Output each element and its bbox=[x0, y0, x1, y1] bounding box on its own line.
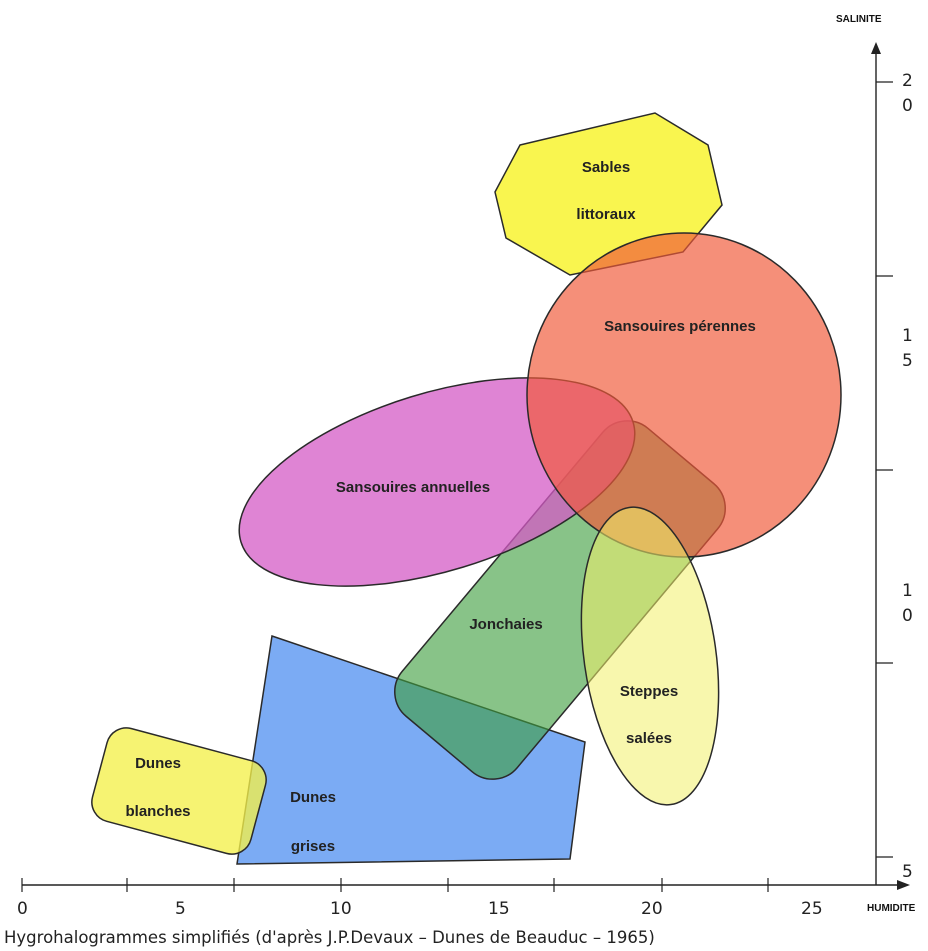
label-dunes-grises-line1: Dunes bbox=[290, 789, 336, 806]
x-axis-title: HUMIDITE bbox=[867, 903, 916, 914]
zones bbox=[91, 112, 842, 865]
x-tick-label-5: 5 bbox=[175, 899, 186, 919]
y-axis-title: SALINITE bbox=[836, 14, 882, 25]
label-sansouires-perennes: Sansouires pérennes bbox=[604, 318, 756, 335]
x-tick-label-10: 10 bbox=[330, 899, 352, 919]
label-dunes-blanches-line1: Dunes bbox=[135, 755, 181, 772]
y-axis-arrow-icon bbox=[871, 42, 881, 54]
y-tick-label-20-a: 2 bbox=[902, 71, 913, 91]
label-sansouires-annuelles: Sansouires annuelles bbox=[336, 479, 490, 496]
x-tick-label-0: 0 bbox=[17, 899, 28, 919]
y-tick-label-20-b: 0 bbox=[902, 96, 913, 116]
x-tick-label-20: 20 bbox=[641, 899, 663, 919]
zone-sansouires-perennes bbox=[526, 232, 842, 558]
axes: SALINITE 2 0 1 5 1 0 5 HUMIDITE 0 5 10 1… bbox=[17, 14, 916, 919]
figure-caption: Hygrohalogrammes simplifiés (d'après J.P… bbox=[4, 928, 655, 947]
zone-dunes-blanches bbox=[91, 727, 267, 855]
y-tick-label-5: 5 bbox=[902, 862, 913, 882]
y-tick-label-15-b: 5 bbox=[902, 351, 913, 371]
x-axis-arrow-icon bbox=[897, 880, 910, 890]
label-steppes-line2: salées bbox=[626, 730, 672, 747]
zone-labels: Sables littoraux Sansouires pérennes San… bbox=[125, 159, 755, 855]
x-tick-label-15: 15 bbox=[488, 899, 510, 919]
label-dunes-blanches-line2: blanches bbox=[125, 803, 190, 820]
label-jonchaies: Jonchaies bbox=[469, 616, 542, 633]
label-sables-line1: Sables bbox=[582, 159, 630, 176]
y-tick-label-15-a: 1 bbox=[902, 326, 913, 346]
y-tick-label-10-b: 0 bbox=[902, 606, 913, 626]
label-steppes-line1: Steppes bbox=[620, 683, 678, 700]
label-dunes-grises-line2: grises bbox=[291, 838, 335, 855]
x-tick-label-25: 25 bbox=[801, 899, 823, 919]
zone-steppes-salees bbox=[580, 506, 720, 806]
label-sables-line2: littoraux bbox=[576, 206, 636, 223]
y-tick-label-10-a: 1 bbox=[902, 581, 913, 601]
